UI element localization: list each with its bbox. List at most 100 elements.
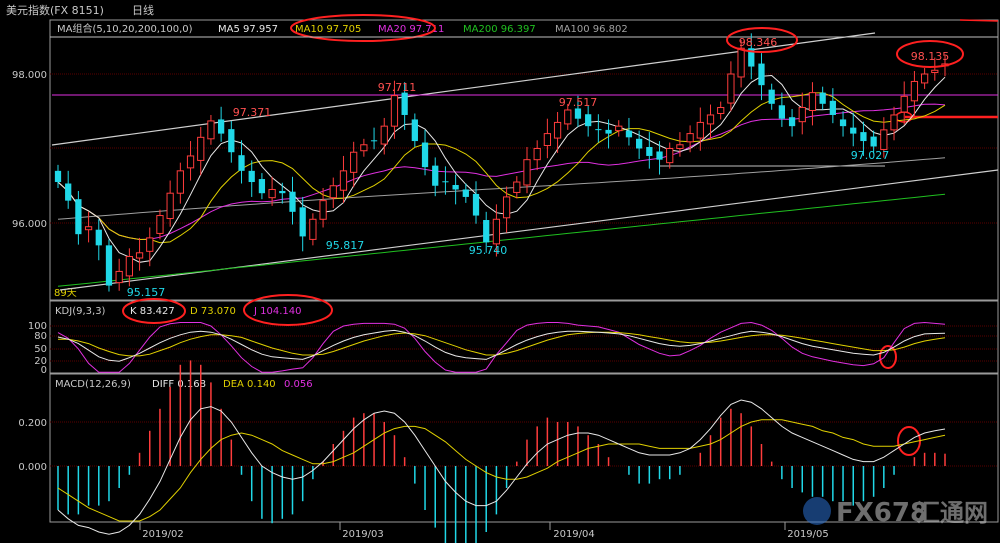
candle-up [737,47,745,78]
price-label-high: 98.135 [911,50,950,63]
j-line [57,321,946,373]
candle-down [432,165,439,186]
candle-down [279,190,286,194]
annotation-circle [879,345,897,369]
candle-down [850,127,857,134]
candle-up [309,218,317,240]
d-line [58,331,946,357]
candle-up [390,95,399,127]
ma10-line [57,92,946,244]
j-legend: J 104.140 [253,306,301,317]
watermark: FX678 汇通网 [803,497,988,528]
kdj-legend-title[interactable]: KDJ(9,3,3) [55,306,106,317]
candle-up [186,155,195,169]
ma100-line [57,157,946,220]
candle-up [207,120,215,140]
annotation-circle [243,294,333,326]
ma200-line [57,193,946,287]
candle-down [54,170,62,183]
macd-lines [57,399,946,535]
watermark-text: FX678 [836,498,928,528]
candle-up [339,170,348,191]
ma5-line [57,74,946,263]
candle-down [748,48,755,67]
candle-up [727,73,735,104]
candle-up [564,109,572,125]
corner-label: 89天 [54,288,77,299]
candle-down [605,129,612,134]
candle-down [819,92,826,104]
y-tick-label: 98.000 [12,70,47,81]
candle-up [890,114,898,131]
y-tick-label: 0.000 [18,462,47,473]
candle-up [798,107,806,123]
candle-up [84,226,93,231]
candle-up [135,252,144,259]
ma-legend-title[interactable]: MA组合(5,10,20,200,100,0) [57,22,193,35]
candle-up [146,237,154,252]
candle-up [900,95,908,113]
candle-up [329,185,337,199]
candle-down [258,179,266,194]
x-tick-label: 2019/04 [553,529,595,540]
candle-down [421,142,429,168]
top-right-mark [959,19,999,22]
candle-down [788,117,796,127]
candle-down [65,183,72,201]
kdj-y-axis: 100 80 50 20 0 [28,321,47,376]
dea-line [57,419,946,522]
candle-up [360,144,368,152]
kdj-legend: KDJ(9,3,3) K 83.427 D 73.070 J 104.140 [55,294,897,369]
k-legend: K 83.427 [130,306,175,317]
candle-up [553,121,562,139]
annotation-circle [896,40,964,68]
window-title: 美元指数(FX 8151) [6,3,104,17]
candle-down [636,138,643,149]
candle-up [492,218,501,245]
candle-up [920,73,929,84]
x-axis-labels: 2019/02 2019/03 2019/04 2019/05 [139,522,829,540]
price-label-low: 95.817 [326,239,365,252]
candle-down [768,89,775,104]
candle-up [615,125,623,132]
y-tick-label: 80 [34,331,47,342]
y-tick-label: 20 [34,356,47,367]
candle-up [910,80,919,102]
period-label[interactable]: 日线 [132,3,154,17]
panel-frames [49,19,999,523]
candle-down [289,191,296,212]
candle-up [706,114,715,125]
main-panel[interactable] [49,19,999,301]
candle-up [686,133,694,143]
diff-legend: DIFF 0.168 [152,379,206,390]
y-tick-label: 0.200 [18,418,47,429]
candle-up [523,159,531,186]
ma100-legend: MA100 96.802 [555,24,628,35]
candle-up [543,133,552,147]
candle-down [595,129,602,131]
diff-line [57,399,946,535]
candle-up [115,270,123,284]
macd-legend-title[interactable]: MACD(12,26,9) [55,379,131,390]
ma5-legend: MA5 97.957 [218,24,278,35]
candle-up [666,148,674,164]
macd-legend: MACD(12,26,9) DIFF 0.168 DEA 0.140 0.056 [55,379,921,456]
candle-up [268,188,276,199]
candle-up [125,256,133,277]
kdj-lines [57,321,946,373]
candle-down [401,92,408,115]
candle-down [870,136,877,147]
candle-down [778,105,785,119]
x-tick-label: 2019/03 [342,529,384,540]
candle-down [105,245,113,286]
candles [54,33,949,292]
y-tick-label: 50 [34,344,47,355]
candle-up [350,151,358,173]
candle-down [839,119,847,127]
candle-up [676,144,684,149]
dea-legend: DEA 0.140 [223,379,276,390]
candle-down [95,229,102,246]
kdj-panel[interactable] [49,300,999,374]
candle-down [299,207,306,237]
